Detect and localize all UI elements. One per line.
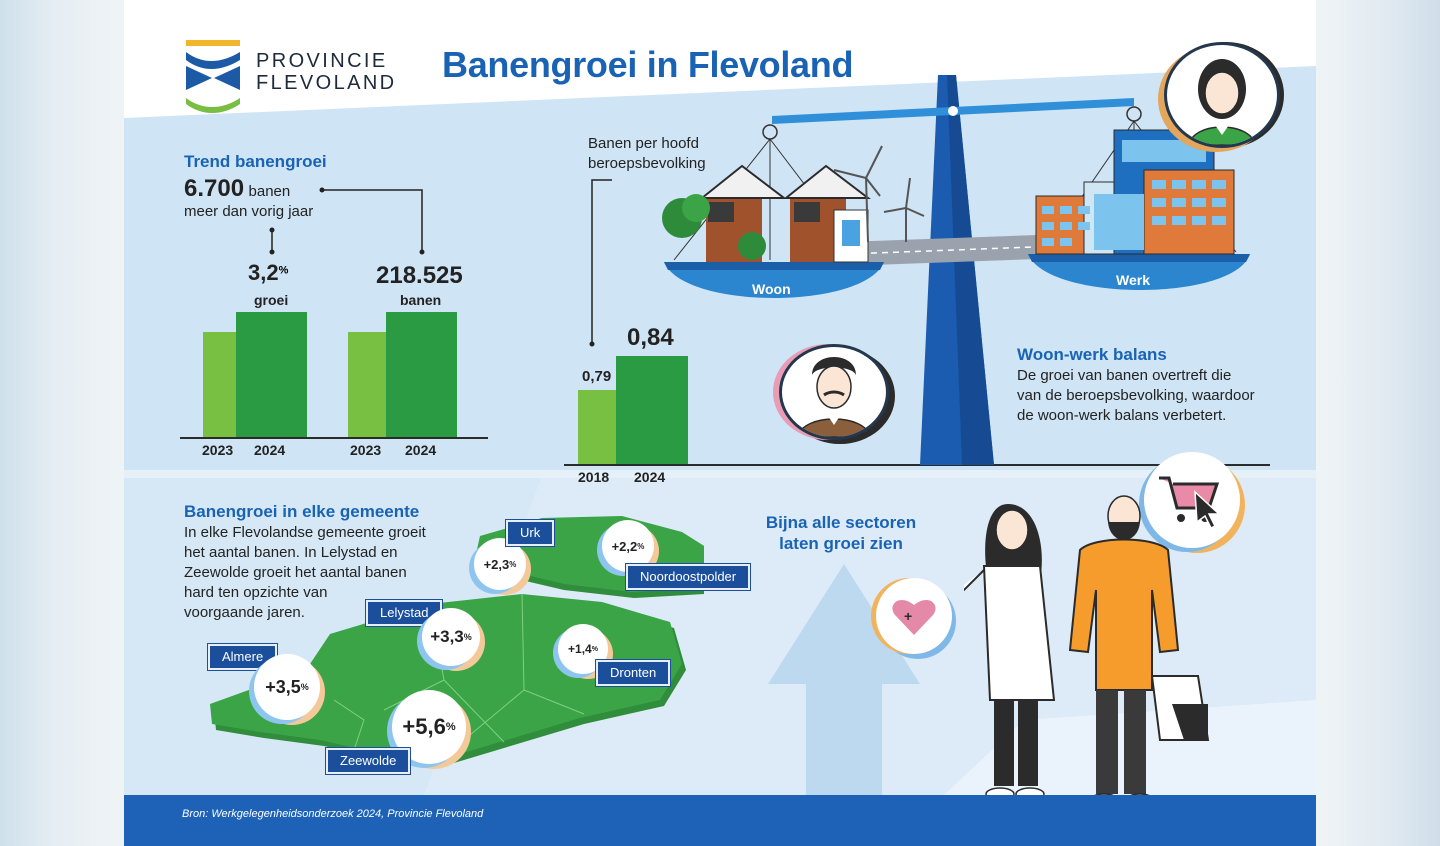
ratio-label-line-2: beroepsbevolking <box>588 155 706 172</box>
municipalities-line-2: het aantal banen. In Lelystad en <box>184 544 398 561</box>
trend-connectors <box>269 187 425 255</box>
growth-arrow <box>768 564 920 796</box>
municipalities-line-4: hard ten opzichte van <box>184 584 328 601</box>
bubble-almere: +3,5% <box>254 654 320 720</box>
logo-icon <box>186 40 240 113</box>
year-label: 2024 <box>634 469 666 485</box>
shopping-bubble <box>1144 452 1240 548</box>
logo-line-2: FLEVOLAND <box>256 72 397 94</box>
sectors-line-1: Bijna alle sectoren <box>765 513 917 532</box>
scale-left-label: Woon <box>752 281 791 297</box>
shopping-cart-icon <box>1159 476 1221 530</box>
municipalities-text: In elke Flevolandse gemeente groeit het … <box>184 523 426 623</box>
page-title: Banengroei in Flevoland <box>442 44 854 85</box>
year-label: 2023 <box>202 442 234 458</box>
woman-avatar-icon <box>1188 59 1256 145</box>
balance-heading: Woon-werk balans <box>1017 345 1167 364</box>
growth-label: groei <box>254 292 289 308</box>
sectors-text: Bijna alle sectoren laten groei zien <box>744 512 938 554</box>
bubble-zeewolde: +5,6% <box>392 690 466 764</box>
zeewolde-value: +5,6 <box>402 714 446 739</box>
year-label: 2024 <box>405 442 437 458</box>
urk-unit: % <box>509 559 517 569</box>
ratio-label-line-1: Banen per hoofd <box>588 135 699 152</box>
lelystad-value: +3,3 <box>430 627 464 646</box>
year-label: 2023 <box>350 442 382 458</box>
year-label: 2024 <box>254 442 286 458</box>
growth-unit: % <box>278 264 289 277</box>
tag-zeewolde: Zeewolde <box>326 748 411 774</box>
tag-noordoostpolder: Noordoostpolder <box>626 564 751 590</box>
heart-icon: + <box>892 599 936 635</box>
municipalities-line-5: voorgaande jaren. <box>184 604 305 621</box>
trend-big-value-row: 6.700 banen <box>184 175 290 203</box>
lelystad-unit: % <box>463 632 472 642</box>
scale-illustration <box>662 75 1250 465</box>
ratio-label: Banen per hoofd beroepsbevolking <box>588 134 706 174</box>
man-portrait <box>779 344 889 440</box>
ratio-value-2024: 0,84 <box>627 324 674 351</box>
almere-unit: % <box>300 682 309 692</box>
trend-axis <box>180 437 488 439</box>
municipalities-line-3: Zeewolde groeit het aantal banen <box>184 564 407 581</box>
health-bubble: + <box>876 578 952 654</box>
trend-heading: Trend banengroei <box>184 152 327 171</box>
trend-subtext: meer dan vorig jaar <box>184 203 314 220</box>
footer-source: Bron: Werkgelegenheidsonderzoek 2024, Pr… <box>182 808 484 820</box>
year-label: 2018 <box>578 469 610 485</box>
tag-urk: Urk <box>506 520 555 546</box>
zeewolde-unit: % <box>445 721 456 733</box>
dronten-value: +1,4 <box>568 642 592 656</box>
ratio-connector <box>589 179 612 347</box>
ratio-value-2018: 0,79 <box>582 368 612 385</box>
woman-portrait <box>1164 42 1280 148</box>
trend-big-value: 6.700 <box>184 175 245 202</box>
growth-value-row: 3,2% <box>248 260 288 286</box>
infographic-card: PROVINCIE FLEVOLAND Banengroei in Flevol… <box>124 0 1316 846</box>
noordoostpolder-value: +2,2 <box>611 538 638 554</box>
scale-right-label: Werk <box>1116 272 1150 288</box>
ratio-bar-2024 <box>616 356 688 466</box>
ratio-axis <box>564 464 1270 466</box>
jobs-bar-2024 <box>386 312 457 438</box>
jobs-label: banen <box>400 292 442 308</box>
bubble-lelystad: +3,3% <box>422 608 480 666</box>
jobs-value: 218.525 <box>376 262 463 289</box>
municipalities-line-1: In elke Flevolandse gemeente groeit <box>184 524 426 541</box>
growth-bar-2024 <box>236 312 307 438</box>
balance-text: De groei van banen overtreft die van de … <box>1017 366 1255 426</box>
balance-line-3: de woon-werk balans verbetert. <box>1017 407 1227 424</box>
tag-dronten: Dronten <box>596 660 671 686</box>
footer: Bron: Werkgelegenheidsonderzoek 2024, Pr… <box>124 795 1316 846</box>
urk-value: +2,3 <box>483 556 510 572</box>
logo-text: PROVINCIE FLEVOLAND <box>256 50 397 94</box>
noordoostpolder-unit: % <box>637 541 645 551</box>
bubble-urk: +2,3% <box>474 538 526 590</box>
sectors-line-2: laten groei zien <box>779 534 903 553</box>
ratio-bar-2018 <box>578 390 622 466</box>
trend-big-suffix: banen <box>248 183 291 200</box>
bubble-noordoostpolder: +2,2% <box>602 520 654 572</box>
balance-line-1: De groei van banen overtreft die <box>1017 367 1232 384</box>
growth-value: 3,2 <box>248 260 279 285</box>
logo-line-1: PROVINCIE <box>256 50 388 72</box>
balance-line-2: van de beroepsbevolking, waardoor <box>1017 387 1255 404</box>
almere-value: +3,5 <box>265 676 301 697</box>
people-illustration <box>964 495 1210 807</box>
svg-text:+: + <box>904 608 912 624</box>
municipalities-heading: Banengroei in elke gemeente <box>184 502 420 521</box>
man-avatar-icon <box>797 357 871 437</box>
dronten-unit: % <box>591 645 598 653</box>
